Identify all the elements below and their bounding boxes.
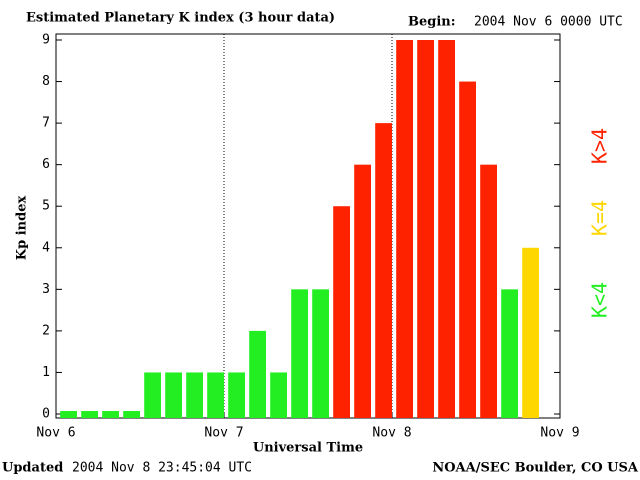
- y-tick-label: 0: [42, 407, 50, 422]
- bar: [207, 372, 224, 418]
- bar: [249, 330, 266, 418]
- y-tick-label: 9: [42, 33, 50, 48]
- y-tick-label: 1: [42, 365, 50, 380]
- x-tick-label: Nov 8: [372, 426, 411, 441]
- y-tick-label: 2: [42, 323, 50, 338]
- begin-label: Begin:: [408, 15, 456, 30]
- bar: [312, 289, 329, 418]
- bar: [123, 411, 140, 418]
- x-axis-label: Universal Time: [253, 441, 363, 456]
- bar: [333, 206, 350, 418]
- legend-entry: K<4: [588, 282, 612, 318]
- source: NOAA/SEC Boulder, CO USA: [432, 461, 639, 476]
- bar: [291, 289, 308, 418]
- bar: [60, 411, 77, 418]
- bar: [480, 164, 497, 418]
- bar: [165, 372, 182, 418]
- bar: [396, 40, 413, 418]
- bar: [522, 247, 539, 418]
- bar: [186, 372, 203, 418]
- bar: [417, 40, 434, 418]
- x-tick-label: Nov 9: [540, 426, 579, 441]
- bar: [102, 411, 119, 418]
- begin-date: 2004 Nov 6 0000 UTC: [474, 15, 623, 30]
- bar: [375, 123, 392, 418]
- y-tick-label: 6: [42, 157, 50, 172]
- y-tick-label: 7: [42, 116, 50, 131]
- bar: [354, 164, 371, 418]
- updated-label: Updated: [2, 461, 63, 476]
- bar: [228, 372, 245, 418]
- x-tick-label: Nov 6: [36, 426, 75, 441]
- y-tick-label: 4: [42, 240, 50, 255]
- y-axis-label: Kp index: [15, 196, 30, 261]
- bar: [501, 289, 518, 418]
- chart-title: Estimated Planetary K index (3 hour data…: [26, 11, 335, 26]
- bar: [438, 40, 455, 418]
- y-tick-label: 8: [42, 74, 50, 89]
- bar: [459, 81, 476, 419]
- legend-entry: K>4: [588, 128, 612, 164]
- updated-date: 2004 Nov 8 23:45:04 UTC: [72, 461, 252, 476]
- y-tick-label: 3: [42, 282, 50, 297]
- bar: [144, 372, 161, 418]
- x-tick-label: Nov 7: [204, 426, 243, 441]
- bar: [81, 411, 98, 418]
- y-tick-label: 5: [42, 199, 50, 214]
- bar: [270, 372, 287, 418]
- legend-entry: K=4: [588, 200, 612, 236]
